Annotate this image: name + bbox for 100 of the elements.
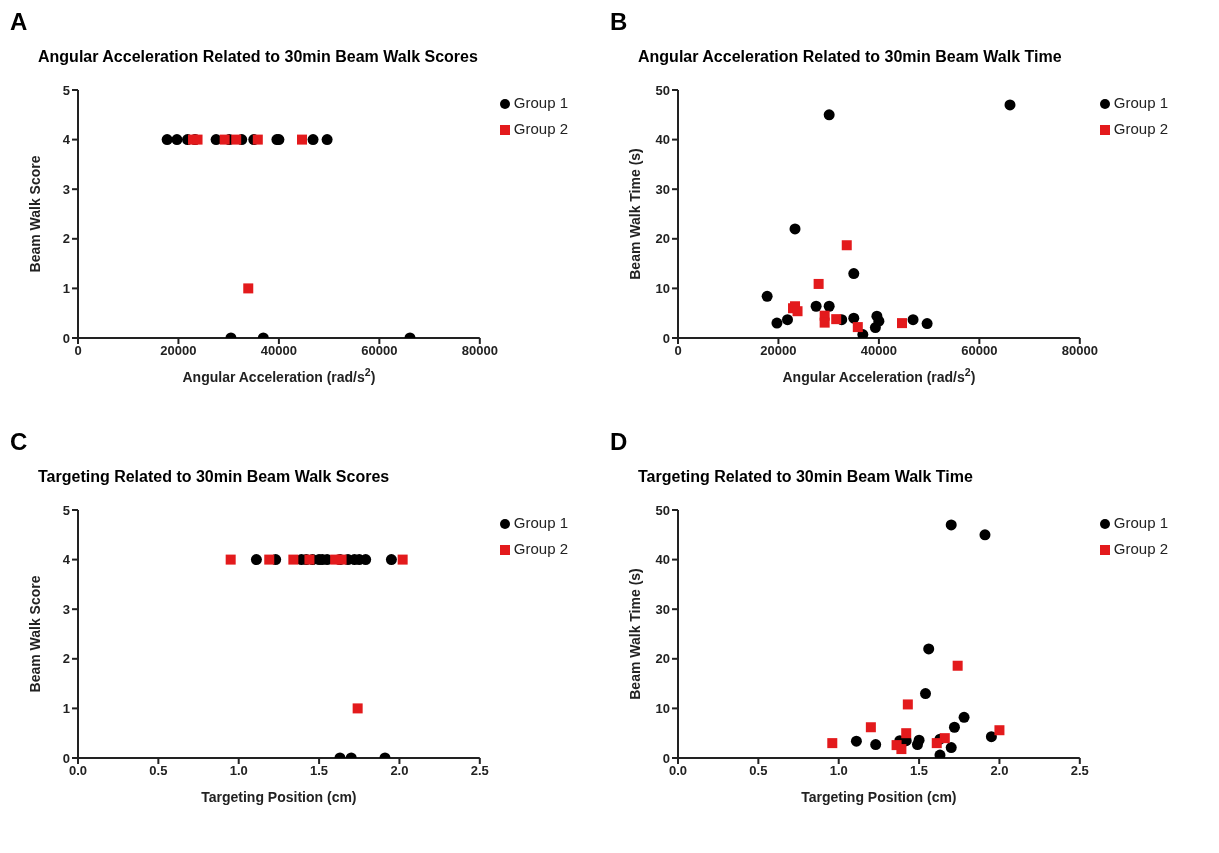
- y-tick-label: 2: [62, 231, 70, 247]
- legend-label: Group 1: [1113, 94, 1168, 111]
- point: [865, 722, 876, 733]
- y-tick-label: 5: [62, 502, 70, 518]
- x-tick-label: 1.0: [229, 763, 248, 779]
- legend-label: Group 2: [1113, 120, 1168, 137]
- point: [896, 744, 907, 755]
- x-tick-label: 2.5: [470, 763, 489, 779]
- x-tick-label: 2.5: [1070, 763, 1089, 779]
- point: [813, 278, 824, 289]
- text: A: [10, 8, 28, 36]
- point: [907, 314, 919, 326]
- point: [923, 643, 935, 655]
- point: [771, 317, 783, 329]
- point: [819, 317, 830, 328]
- x-tick-label: 80000: [461, 343, 498, 359]
- x-tick-label: 20000: [760, 343, 797, 359]
- x-tick-label: 80000: [1061, 343, 1098, 359]
- chart-title: Targeting Related to 30min Beam Walk Scores: [38, 468, 390, 486]
- point: [841, 240, 852, 251]
- y-tick-label: 30: [655, 601, 670, 617]
- y-tick-label: 1: [62, 281, 70, 297]
- point: [948, 721, 960, 733]
- x-axis-title: Angular Acceleration (rad/s$^{2}$): [782, 366, 976, 385]
- y-tick-label: 50: [655, 502, 670, 518]
- x-tick-label: 1.0: [829, 763, 848, 779]
- point: [831, 314, 842, 325]
- point: [921, 318, 933, 330]
- x-tick-label: 2.0: [990, 763, 1009, 779]
- point: [901, 728, 912, 739]
- y-tick-label: 0: [662, 750, 670, 766]
- x-axis-title: Targeting Position (cm): [201, 789, 357, 805]
- point: [789, 223, 801, 235]
- y-tick-label: 3: [62, 181, 70, 197]
- y-tick-label: 40: [655, 552, 670, 568]
- y-tick-label: 10: [655, 281, 670, 297]
- text: D: [610, 428, 628, 456]
- point: [1004, 99, 1016, 111]
- y-tick-label: 5: [62, 82, 70, 98]
- y-tick-label: 20: [655, 231, 670, 247]
- y-tick-label: 4: [62, 552, 71, 568]
- y-axis-title: Beam Walk Time (s): [627, 148, 643, 280]
- x-tick-label: 60000: [961, 343, 998, 359]
- chart-title: Angular Acceleration Related to 30min Beam Walk Scores: [38, 48, 478, 66]
- y-tick-label: 0: [662, 330, 670, 346]
- point: [911, 739, 923, 751]
- point: [939, 733, 950, 744]
- chart-title: Targeting Related to 30min Beam Walk Time: [638, 468, 973, 486]
- point: [934, 749, 946, 758]
- point: [823, 300, 835, 312]
- point: [958, 711, 970, 723]
- legend-label: Group 2: [513, 120, 568, 137]
- legend-label: Group 2: [1113, 540, 1168, 557]
- y-tick-label: 10: [655, 701, 670, 717]
- point: [897, 318, 907, 329]
- point: [848, 312, 860, 324]
- point: [869, 322, 881, 334]
- x-tick-label: 0.0: [668, 763, 688, 779]
- x-tick-label: 40000: [260, 343, 297, 359]
- point: [994, 725, 1005, 736]
- x-tick-label: 0.0: [68, 763, 88, 779]
- point: [870, 739, 882, 751]
- y-tick-label: 0: [62, 330, 70, 346]
- point: [979, 529, 991, 541]
- point: [920, 688, 932, 700]
- point: [952, 660, 963, 671]
- legend-label: Group 1: [513, 514, 568, 531]
- y-tick-label: 3: [62, 601, 70, 617]
- y-axis-title: Beam Walk Time (s): [627, 568, 643, 700]
- legend-label: Group 1: [1113, 514, 1168, 531]
- x-tick-label: 1.5: [310, 763, 329, 779]
- point: [985, 731, 997, 743]
- text: C: [10, 428, 28, 456]
- legend-label: Group 1: [513, 94, 568, 111]
- y-tick-label: 20: [655, 651, 670, 667]
- x-tick-label: 0: [674, 343, 682, 359]
- point: [848, 268, 860, 280]
- x-axis-title: Targeting Position (cm): [801, 789, 957, 805]
- point: [761, 290, 773, 302]
- x-tick-label: 40000: [860, 343, 897, 359]
- point: [850, 735, 862, 747]
- point: [823, 109, 835, 121]
- x-tick-label: 0.5: [149, 763, 168, 779]
- y-tick-label: 50: [655, 82, 670, 98]
- point: [945, 519, 957, 531]
- point: [810, 300, 822, 312]
- y-axis-title: Beam Walk Score: [27, 155, 43, 273]
- point: [827, 738, 838, 749]
- y-axis-title: Beam Walk Score: [27, 575, 43, 693]
- point: [852, 322, 863, 333]
- point: [945, 742, 957, 754]
- point: [931, 738, 942, 749]
- x-tick-label: 1.5: [910, 763, 929, 779]
- point: [781, 314, 793, 326]
- chart-title: Angular Acceleration Related to 30min Beam Walk Time: [638, 48, 1062, 66]
- text: B: [610, 8, 628, 36]
- y-tick-label: 30: [655, 181, 670, 197]
- x-tick-label: 20000: [160, 343, 197, 359]
- y-tick-label: 1: [62, 701, 70, 717]
- x-axis-title: Angular Acceleration (rad/s$^{2}$): [182, 366, 376, 385]
